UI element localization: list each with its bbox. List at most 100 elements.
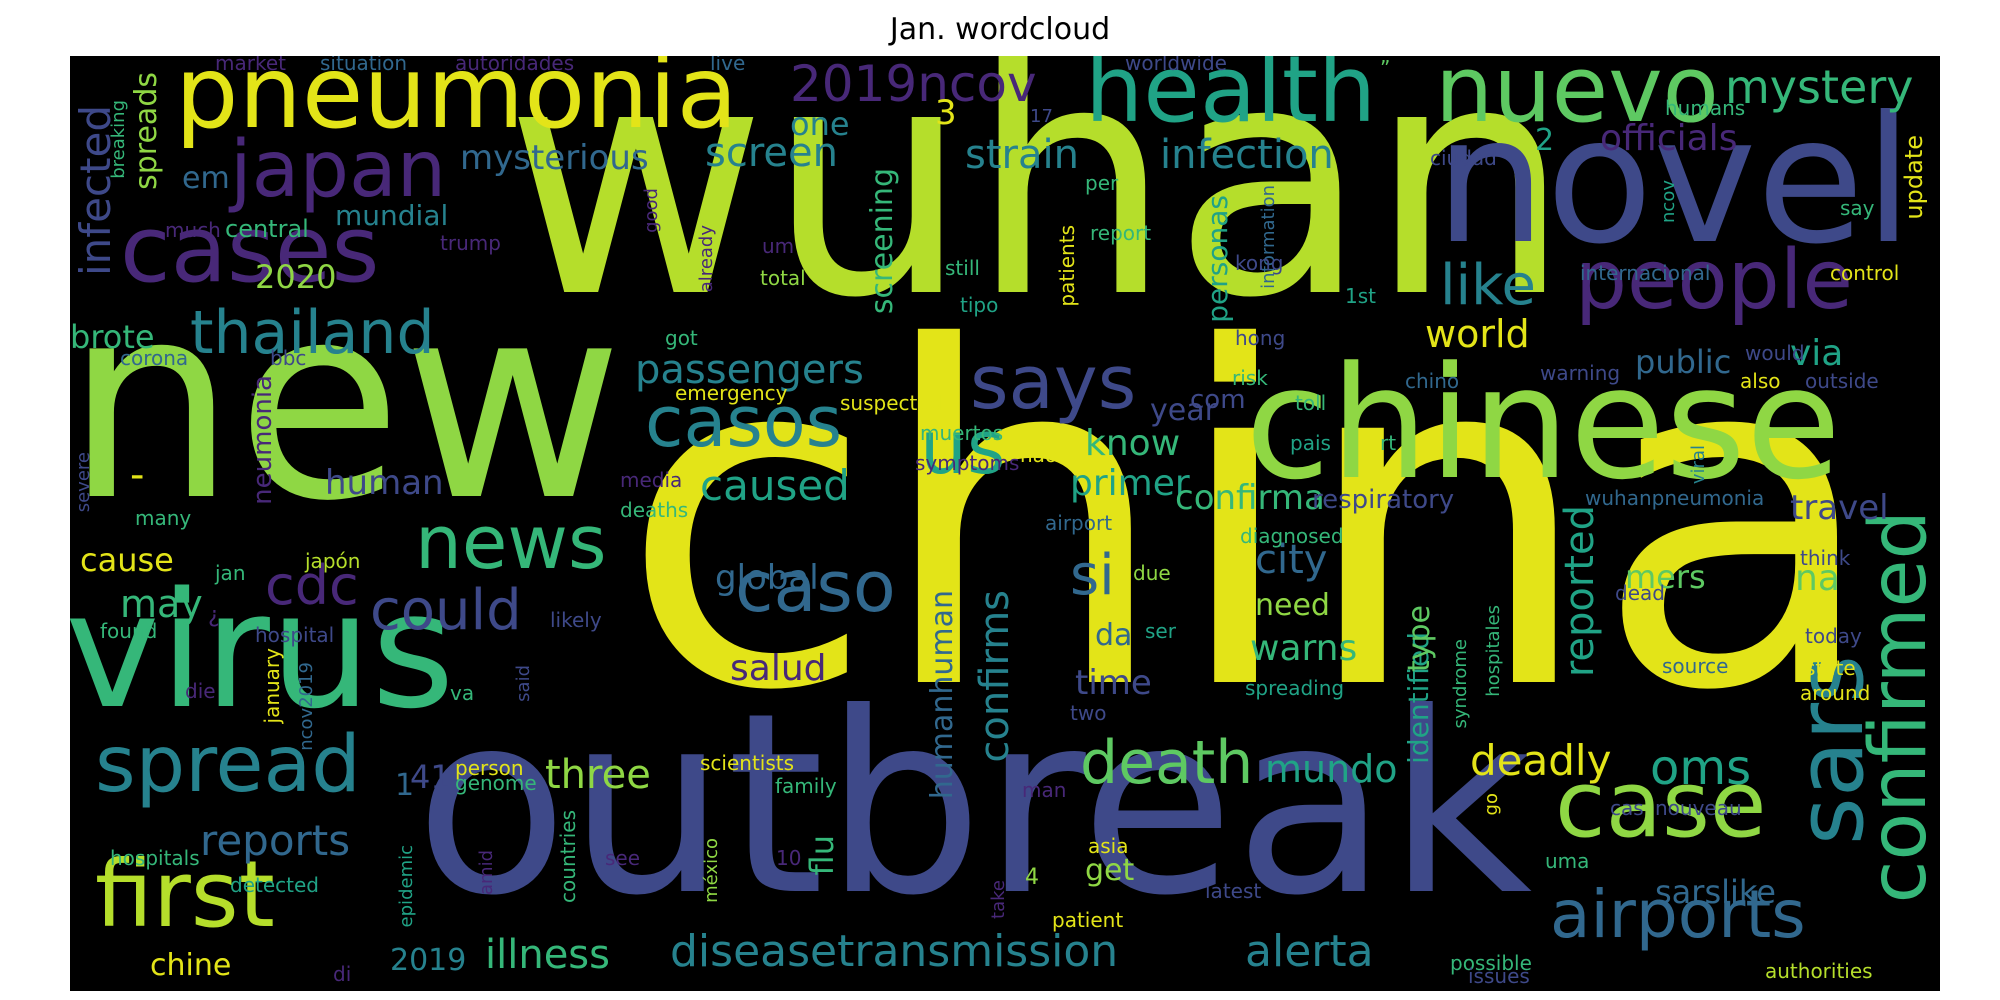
word-per: per [1085, 170, 1119, 195]
word-personas: personas [1201, 195, 1234, 323]
word-man: man [1022, 777, 1067, 802]
word-na: na [1795, 557, 1840, 599]
word-muertos: muertos [920, 420, 1004, 445]
word-say: say [1840, 195, 1875, 220]
word-would: would [1745, 340, 1805, 365]
word-person: person [455, 755, 524, 780]
word-pais: pais [1290, 430, 1331, 455]
word-thailand: thailand [190, 297, 435, 368]
word-cloud: china wuhan new outbreak virus chinese novel pn… [70, 56, 1940, 991]
word-first: first [95, 840, 275, 948]
word-nuevo: nuevo [1435, 56, 1719, 143]
word-outbreak: outbreak [415, 659, 1533, 950]
word-death: death [1080, 727, 1254, 798]
word-case: case [1555, 750, 1767, 858]
word-flu: flu [803, 835, 841, 876]
word-airports: airports [1550, 876, 1806, 954]
word-alerta: alerta [1245, 925, 1374, 977]
word-primer: primer [1070, 462, 1190, 504]
word-pneumonia: pneumonia [175, 56, 738, 151]
word-year: year [1150, 393, 1217, 429]
word-could: could [370, 578, 522, 644]
word-viral: viral [1688, 445, 1709, 485]
word-see: see [605, 845, 641, 870]
word-3: 3 [935, 92, 957, 133]
word-detected: detected [230, 872, 319, 897]
word-state: state [1805, 655, 1856, 680]
word-airport: airport [1045, 510, 1113, 535]
word-reported: reported [1557, 505, 1603, 678]
word-global: global [715, 557, 819, 598]
word-2019: 2019 [390, 943, 467, 979]
word-4: 4 [1025, 865, 1039, 891]
word-travel: travel [1790, 487, 1889, 528]
word-news: news [415, 500, 607, 587]
word-ncov: ncov [1658, 180, 1679, 223]
word-via: via [1790, 332, 1844, 374]
word-wuhan: wuhan [505, 56, 1572, 368]
word-2: 2 [1535, 123, 1555, 159]
word-severe: severe [73, 452, 94, 513]
word-already: already [696, 225, 717, 293]
word-respiratory: respiratory [1312, 484, 1455, 515]
word-spreading: spreading [1245, 675, 1345, 700]
word-si: si [1070, 543, 1115, 609]
word-reports: reports [200, 815, 351, 865]
word-ciudad: ciudad [1430, 145, 1497, 170]
word-1st: 1st [1345, 283, 1376, 308]
word-infection: infection [1160, 132, 1334, 179]
word-media: media [620, 467, 683, 492]
word-wuhanpneumonia: wuhanpneumonia [1585, 485, 1765, 510]
word-10: 10 [776, 845, 802, 870]
word-ncov2019: ncov2019 [296, 662, 317, 751]
word-da: da [1095, 618, 1133, 654]
word-bbc: bbc [270, 345, 307, 370]
word-caused: caused [700, 460, 850, 510]
word-amid: amid [476, 850, 497, 895]
word-mers: mers [1625, 558, 1706, 597]
word-new: new [70, 244, 624, 560]
word-toll: toll [1295, 390, 1327, 415]
word-corona: corona [120, 345, 189, 370]
word-need: need [1255, 588, 1330, 624]
word-genome: genome [455, 770, 537, 795]
word-warning: warning [1540, 360, 1621, 385]
word-diseasetransmission: diseasetransmission [670, 925, 1119, 977]
word-n-o: não [1020, 442, 1058, 467]
word-mystery: mystery [1725, 60, 1914, 115]
word-cdc: cdc [265, 553, 359, 617]
word-symptoms: symptoms [915, 450, 1020, 475]
word-still: still [945, 255, 980, 280]
word-caso: caso [735, 545, 896, 628]
word-symbol: - [130, 452, 145, 499]
word-uma: uma [1545, 848, 1590, 873]
word-cas: cas [1610, 795, 1644, 820]
word-chino: chino [1405, 368, 1460, 393]
word-epidemic: epidemic [396, 845, 417, 928]
word-situation: situation [320, 56, 408, 75]
word-illness: illness [485, 932, 610, 979]
word-like: like [1440, 253, 1537, 319]
word-people: people [1575, 233, 1853, 329]
word-three: three [545, 752, 651, 799]
chart-title: Jan. wordcloud [889, 12, 1111, 47]
word-chinese: chinese [1245, 333, 1842, 515]
word-type: type [1402, 605, 1437, 673]
word-officials: officials [1600, 117, 1738, 159]
word-got: got [665, 325, 698, 350]
word-trump: trump [440, 230, 501, 255]
word-today: today [1805, 623, 1862, 648]
word-41: 41 [410, 758, 451, 797]
word-confirma: confirma [1175, 477, 1325, 518]
word-brote: brote [70, 318, 155, 357]
word-update: update [1900, 135, 1928, 220]
word-symbol: ” [1380, 56, 1391, 80]
word-china: china [620, 250, 1880, 793]
word-jap-n: japón [305, 548, 361, 573]
word-syndrome: syndrome [1450, 639, 1471, 729]
word-two: two [1070, 700, 1107, 725]
word-autoridades: autoridades [455, 56, 575, 75]
word-warns: warns [1250, 627, 1358, 669]
word-asia: asia [1088, 833, 1129, 858]
word-hong: hong [1235, 325, 1286, 350]
